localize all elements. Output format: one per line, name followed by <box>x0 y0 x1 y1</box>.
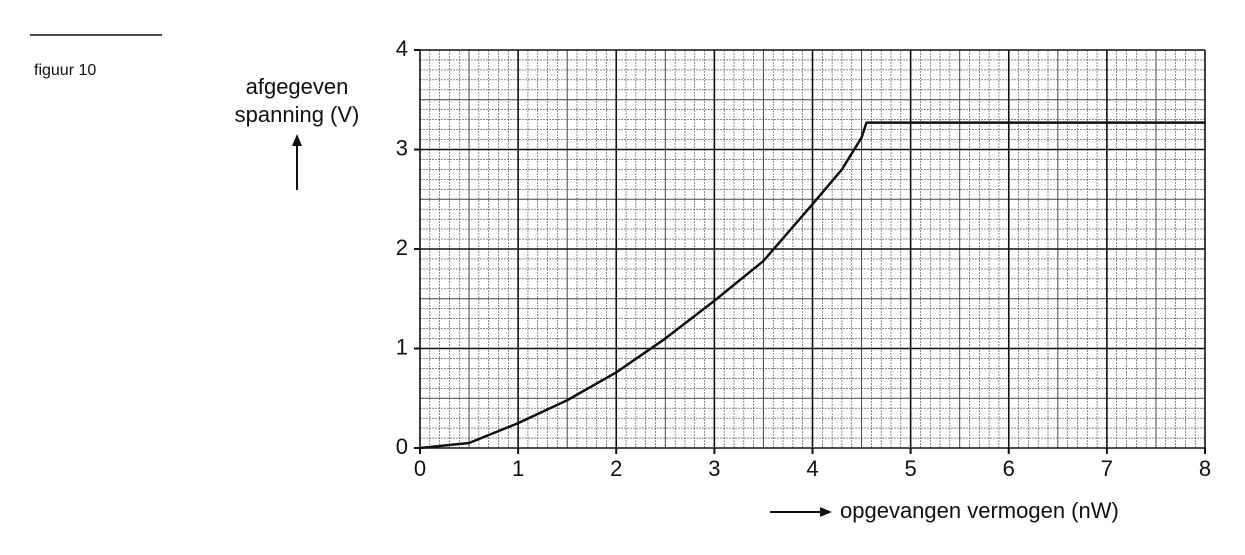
x-tick-label: 2 <box>610 456 622 481</box>
x-tick-label: 3 <box>708 456 720 481</box>
y-tick-label: 1 <box>396 334 408 359</box>
x-tick-label: 0 <box>414 456 426 481</box>
y-tick-label: 3 <box>396 135 408 160</box>
y-tick-label: 0 <box>396 434 408 459</box>
x-axis-label: opgevangen vermogen (nW) <box>840 498 1119 523</box>
x-tick-label: 4 <box>806 456 818 481</box>
data-line <box>419 121 1205 450</box>
y-axis-arrowhead <box>292 134 302 146</box>
x-tick-label: 1 <box>512 456 524 481</box>
x-tick-label: 6 <box>1003 456 1015 481</box>
x-axis-arrowhead <box>820 507 832 517</box>
y-tick-label: 2 <box>396 235 408 260</box>
x-tick-label: 5 <box>905 456 917 481</box>
figure-label: figuur 10 <box>34 62 96 79</box>
x-tick-label: 8 <box>1199 456 1211 481</box>
y-tick-label: 4 <box>396 36 408 61</box>
y-axis-label: spanning (V) <box>235 102 360 127</box>
x-tick-label: 7 <box>1101 456 1113 481</box>
y-axis-label: afgegeven <box>246 74 349 99</box>
